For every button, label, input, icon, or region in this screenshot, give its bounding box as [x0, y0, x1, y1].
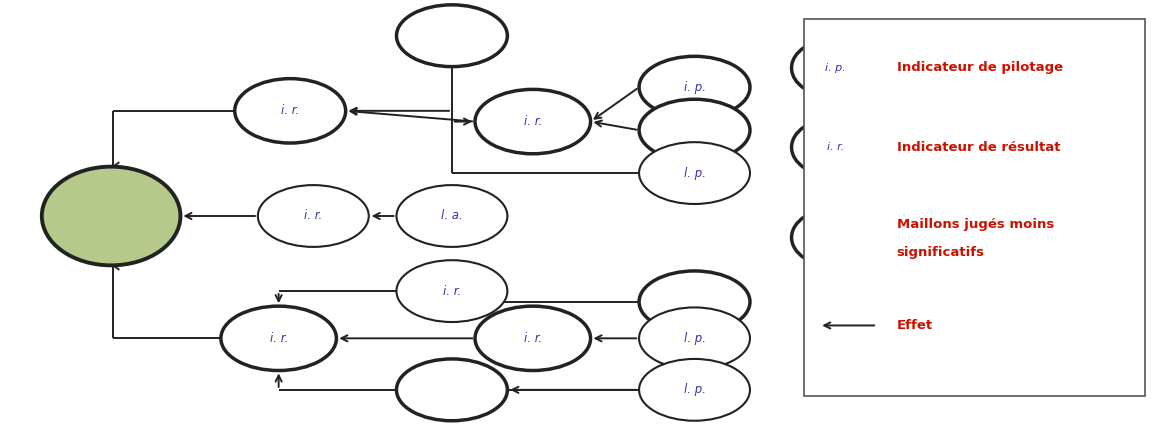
Ellipse shape — [639, 99, 750, 161]
Text: i. p.: i. p. — [683, 81, 705, 94]
Text: i. r.: i. r. — [523, 115, 542, 128]
Ellipse shape — [221, 306, 337, 371]
Text: i. r.: i. r. — [442, 285, 461, 298]
Text: i. p.: i. p. — [826, 63, 845, 73]
Ellipse shape — [396, 359, 507, 421]
Ellipse shape — [42, 167, 181, 265]
Text: Effet: Effet — [896, 319, 933, 332]
Text: significatifs: significatifs — [896, 246, 984, 259]
Text: l. p.: l. p. — [683, 383, 705, 396]
Ellipse shape — [792, 39, 879, 97]
Ellipse shape — [396, 260, 507, 322]
Text: i. r.: i. r. — [305, 210, 322, 222]
Ellipse shape — [475, 306, 591, 371]
Ellipse shape — [258, 185, 368, 247]
Ellipse shape — [639, 271, 750, 333]
Text: l. a.: l. a. — [441, 210, 463, 222]
Ellipse shape — [792, 118, 879, 177]
Text: Indicateur de pilotage: Indicateur de pilotage — [896, 61, 1063, 74]
Ellipse shape — [396, 5, 507, 67]
Text: i. r.: i. r. — [827, 142, 844, 152]
Ellipse shape — [639, 56, 750, 118]
Text: i. r.: i. r. — [281, 105, 299, 118]
Text: i. r.: i. r. — [270, 332, 288, 345]
FancyBboxPatch shape — [805, 19, 1145, 396]
Text: Indicateur de résultat: Indicateur de résultat — [896, 141, 1061, 154]
Text: l. p.: l. p. — [683, 167, 705, 180]
Ellipse shape — [235, 79, 345, 143]
Ellipse shape — [639, 308, 750, 369]
Ellipse shape — [396, 185, 507, 247]
Text: i. r.: i. r. — [523, 332, 542, 345]
Ellipse shape — [639, 142, 750, 204]
Ellipse shape — [475, 89, 591, 154]
Text: l. p.: l. p. — [683, 332, 705, 345]
Ellipse shape — [639, 359, 750, 421]
Text: Maillons jugés moins: Maillons jugés moins — [896, 218, 1054, 231]
Ellipse shape — [792, 208, 879, 267]
